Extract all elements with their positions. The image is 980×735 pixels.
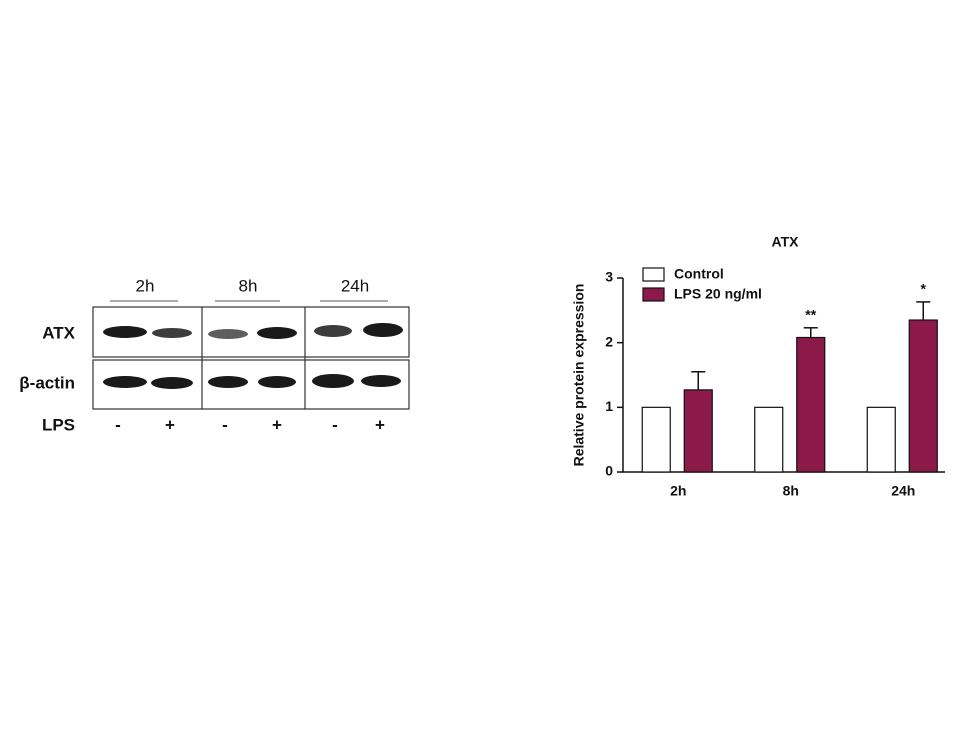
x-tick-label: 2h [670, 483, 686, 499]
legend-label: LPS 20 ng/ml [674, 286, 762, 302]
significance-label: ** [805, 306, 816, 322]
lane-label: - [332, 415, 338, 434]
bar-chart: ATX Relative protein expression 0 1 2 3 2h 8h… [571, 234, 945, 499]
y-tick-label: 3 [605, 269, 613, 285]
legend-swatch [642, 287, 665, 302]
lane-label: - [115, 415, 121, 434]
bar [641, 406, 671, 473]
row-label: β-actin [19, 373, 75, 392]
lane-label: + [272, 415, 282, 434]
timepoint-label: 8h [239, 276, 258, 295]
bar [754, 406, 784, 473]
y-tick-label: 0 [605, 463, 613, 479]
y-axis-label: Relative protein expression [571, 284, 587, 467]
y-tick-label: 1 [605, 398, 613, 414]
x-tick-label: 24h [891, 483, 915, 499]
lane-label: - [222, 415, 228, 434]
significance-label: * [921, 281, 927, 297]
legend-label: Control [674, 266, 724, 282]
lane-label: + [375, 415, 385, 434]
chart-title: ATX [772, 234, 800, 250]
timepoint-label: 24h [341, 276, 369, 295]
bar [796, 336, 826, 473]
bar [866, 406, 896, 473]
timepoint-label: 2h [136, 276, 155, 295]
bands [103, 323, 403, 389]
x-tick-label: 8h [783, 483, 799, 499]
y-tick-label: 2 [605, 333, 613, 349]
row-label: ATX [42, 323, 75, 342]
blot-frames [92, 306, 410, 410]
lane-label: + [165, 415, 175, 434]
western-blot: 2h 8h 24h ATX β-actin LPS - + - + - [19, 276, 410, 434]
row-label: LPS [42, 415, 75, 434]
legend-swatch [642, 267, 665, 282]
bar [908, 319, 938, 473]
bar [683, 389, 713, 473]
